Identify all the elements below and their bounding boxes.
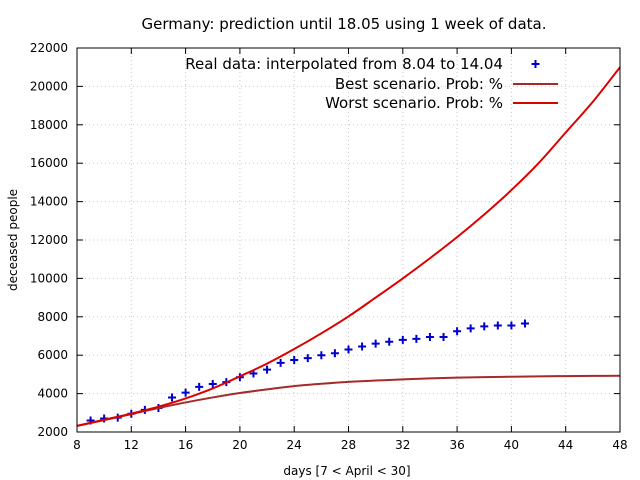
data-point xyxy=(317,351,326,360)
y-tick-label: 22000 xyxy=(30,41,68,55)
x-tick-label: 48 xyxy=(612,438,627,452)
data-point xyxy=(181,388,190,397)
x-tick-label: 12 xyxy=(124,438,139,452)
x-tick-label: 40 xyxy=(504,438,519,452)
legend-label: Real data: interpolated from 8.04 to 14.… xyxy=(185,55,503,73)
x-axis-label: days [7 < April < 30] xyxy=(283,464,410,478)
data-point xyxy=(303,354,312,363)
y-tick-label: 4000 xyxy=(37,387,68,401)
grid xyxy=(77,48,620,432)
legend-label: Worst scenario. Prob: % xyxy=(325,94,503,112)
y-tick-label: 2000 xyxy=(37,425,68,439)
chart-title: Germany: prediction until 18.05 using 1 … xyxy=(142,15,547,33)
data-point xyxy=(195,382,204,391)
legend-entry: Real data: interpolated from 8.04 to 14.… xyxy=(185,55,540,73)
data-point xyxy=(344,345,353,354)
x-tick-label: 44 xyxy=(558,438,573,452)
x-tick-label: 36 xyxy=(449,438,464,452)
y-tick-label: 12000 xyxy=(30,233,68,247)
x-tick-label: 16 xyxy=(178,438,193,452)
y-tick-label: 20000 xyxy=(30,79,68,93)
data-point xyxy=(385,337,394,346)
x-tick-label: 24 xyxy=(287,438,302,452)
data-point xyxy=(507,321,516,330)
legend: Real data: interpolated from 8.04 to 14.… xyxy=(185,55,558,112)
legend-entry: Best scenario. Prob: % xyxy=(335,75,558,93)
data-point xyxy=(480,322,489,331)
series-3 xyxy=(76,66,621,427)
y-axis-label: deceased people xyxy=(6,189,20,291)
legend-marker xyxy=(531,60,540,68)
data-point xyxy=(439,332,448,341)
y-tick-label: 18000 xyxy=(30,118,68,132)
data-point xyxy=(276,358,285,367)
data-point xyxy=(358,342,367,351)
series-line xyxy=(76,374,621,427)
data-point xyxy=(466,324,475,333)
x-tick-label: 20 xyxy=(232,438,247,452)
data-point xyxy=(425,332,434,341)
axis-ticks: 8 12 16 20 24 28 32 36 40 44 48 2000 4000 6000 8000 100… xyxy=(30,41,628,452)
data-point xyxy=(168,393,177,402)
x-tick-label: 32 xyxy=(395,438,410,452)
legend-entry: Worst scenario. Prob: % xyxy=(325,94,558,112)
data-point xyxy=(208,380,217,388)
data-point xyxy=(263,365,272,374)
series-layer xyxy=(76,66,621,427)
data-point xyxy=(453,327,462,336)
data-point xyxy=(412,334,421,343)
data-point xyxy=(290,356,299,364)
data-point xyxy=(330,349,339,358)
data-point xyxy=(398,335,407,344)
data-point xyxy=(520,319,529,328)
y-tick-label: 10000 xyxy=(30,271,68,285)
x-tick-label: 8 xyxy=(73,438,81,452)
y-tick-label: 8000 xyxy=(37,310,68,324)
y-tick-label: 14000 xyxy=(30,195,68,209)
x-tick-label: 28 xyxy=(341,438,356,452)
data-point xyxy=(371,339,380,348)
series-2 xyxy=(76,374,621,427)
series-line xyxy=(76,66,621,427)
y-tick-label: 16000 xyxy=(30,156,68,170)
y-tick-label: 6000 xyxy=(37,348,68,362)
data-point xyxy=(493,321,502,330)
legend-label: Best scenario. Prob: % xyxy=(335,75,503,93)
